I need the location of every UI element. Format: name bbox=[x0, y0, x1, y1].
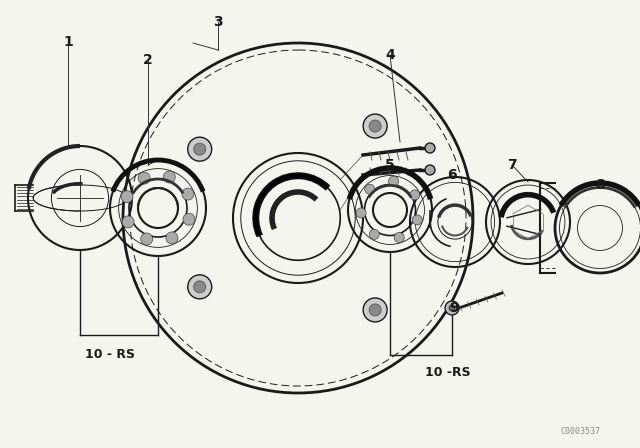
Circle shape bbox=[183, 213, 195, 225]
Circle shape bbox=[445, 301, 459, 315]
Circle shape bbox=[163, 171, 175, 183]
Text: 10 - RS: 10 - RS bbox=[85, 349, 135, 362]
Circle shape bbox=[188, 275, 212, 299]
Circle shape bbox=[410, 190, 420, 200]
Text: 2: 2 bbox=[143, 53, 153, 67]
Circle shape bbox=[194, 143, 205, 155]
Circle shape bbox=[182, 188, 194, 200]
Text: 3: 3 bbox=[213, 15, 223, 29]
Circle shape bbox=[449, 305, 455, 311]
Circle shape bbox=[194, 281, 205, 293]
Circle shape bbox=[356, 208, 366, 218]
Text: 9: 9 bbox=[449, 301, 459, 315]
Text: C0003537: C0003537 bbox=[560, 427, 600, 436]
Circle shape bbox=[122, 216, 134, 228]
Circle shape bbox=[166, 232, 178, 244]
Text: 4: 4 bbox=[385, 48, 395, 62]
Circle shape bbox=[365, 184, 375, 194]
Circle shape bbox=[188, 137, 212, 161]
Circle shape bbox=[425, 143, 435, 153]
Circle shape bbox=[363, 298, 387, 322]
Text: 1: 1 bbox=[63, 35, 73, 49]
Circle shape bbox=[369, 229, 380, 239]
Circle shape bbox=[394, 233, 404, 242]
Circle shape bbox=[388, 176, 399, 186]
Text: 7: 7 bbox=[507, 158, 517, 172]
Text: 5: 5 bbox=[385, 158, 395, 172]
Circle shape bbox=[363, 114, 387, 138]
Circle shape bbox=[412, 215, 422, 225]
Circle shape bbox=[141, 233, 153, 245]
Circle shape bbox=[138, 172, 150, 184]
Circle shape bbox=[425, 165, 435, 175]
Circle shape bbox=[369, 304, 381, 316]
Text: 10 -RS: 10 -RS bbox=[425, 366, 471, 379]
Circle shape bbox=[369, 120, 381, 132]
Text: 8: 8 bbox=[595, 178, 605, 192]
Circle shape bbox=[121, 191, 133, 202]
Text: 6: 6 bbox=[447, 168, 457, 182]
